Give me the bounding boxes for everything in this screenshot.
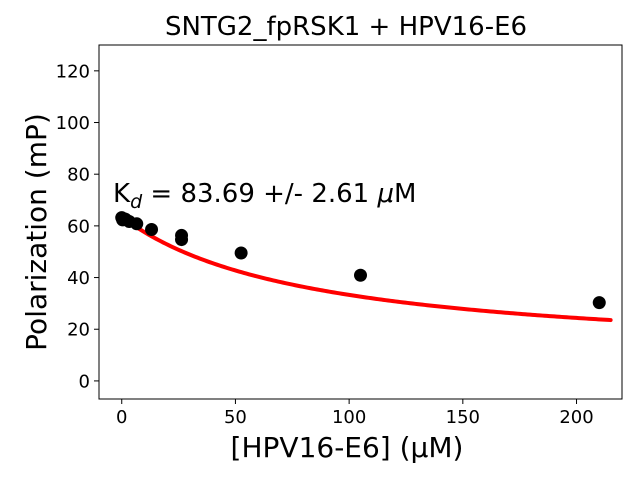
y-tick-label: 80 [67, 165, 90, 186]
data-point [175, 233, 189, 247]
y-tick-label: 0 [79, 371, 90, 392]
kd-annotation-unit: M [394, 179, 416, 209]
x-tick-label: 50 [224, 407, 247, 428]
fit-curve-group [119, 214, 613, 323]
y-tick-label: 100 [56, 113, 90, 134]
x-axis-label: [HPV16-E6] (μM) [231, 431, 464, 464]
data-point [592, 296, 606, 310]
data-points-group [115, 211, 606, 310]
x-tick-label: 100 [332, 407, 366, 428]
data-point [145, 222, 159, 236]
x-tick-label: 0 [116, 407, 127, 428]
data-point [130, 217, 144, 231]
y-axis-label: Polarization (mP) [20, 113, 53, 351]
y-tick-label: 20 [67, 320, 90, 341]
data-point [354, 268, 367, 282]
x-axis: 0 50 100 150 200 [116, 399, 594, 428]
plot-frame [98, 44, 623, 400]
y-tick-label: 60 [67, 216, 90, 237]
y-axis: 0 20 40 60 80 100 120 [56, 61, 99, 392]
x-tick-label: 200 [559, 407, 593, 428]
kd-annotation-value: = 83.69 +/- 2.61 [142, 179, 377, 209]
kd-annotation-mu: μ [376, 179, 394, 209]
fit-curve [119, 214, 613, 323]
kd-annotation-subscript: d [130, 191, 143, 213]
chart-title: SNTG2_fpRSK1 + HPV16-E6 [165, 12, 527, 42]
y-tick-label: 120 [56, 61, 90, 82]
kd-annotation: Kd = 83.69 +/- 2.61 μM [113, 179, 416, 213]
y-tick-label: 40 [67, 268, 90, 289]
kd-annotation-prefix: K [113, 179, 131, 209]
x-tick-label: 150 [446, 407, 480, 428]
data-point [234, 246, 248, 260]
